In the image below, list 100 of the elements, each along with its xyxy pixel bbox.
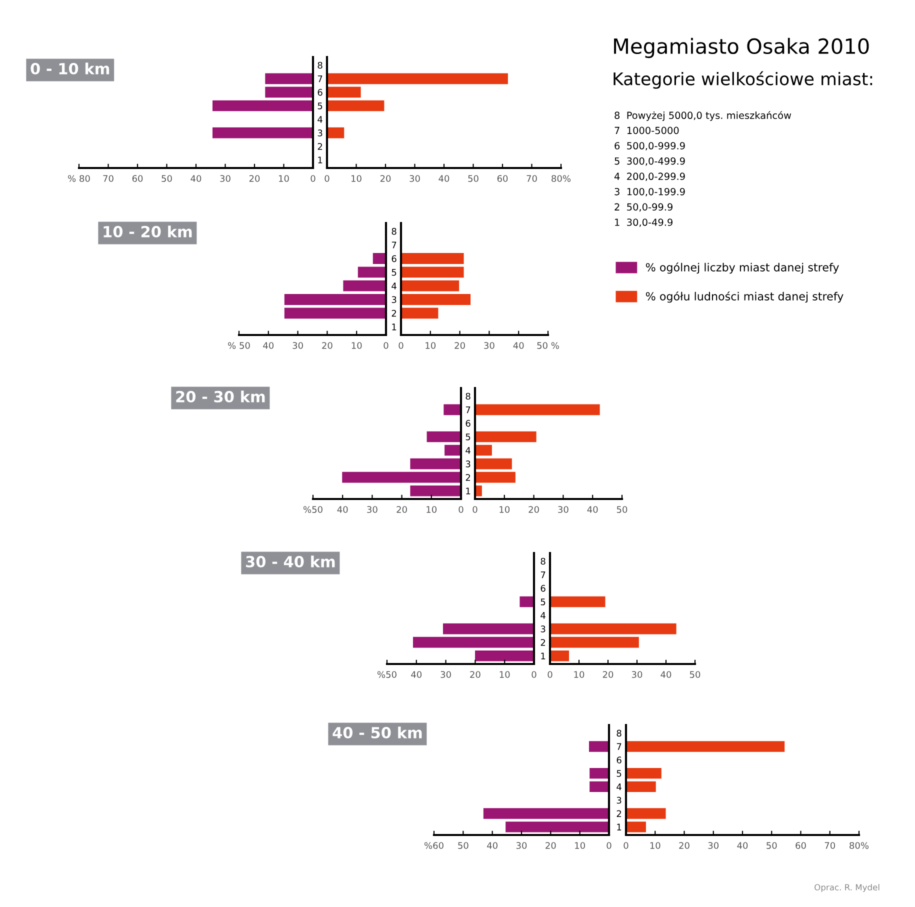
bar	[327, 126, 345, 140]
x-tick-label: 10	[352, 342, 362, 349]
y-tick-label: 5	[318, 102, 322, 110]
text: 2 50,0-99.9	[614, 203, 672, 212]
x-tick-label: 40	[513, 342, 524, 349]
x-tick-label: 70	[103, 175, 114, 182]
x-tick-label: 50	[162, 175, 172, 182]
y-tick-label: 4	[540, 612, 546, 619]
x-tick-label: 10	[279, 175, 289, 182]
chart-title: 10 - 20 km	[104, 226, 192, 238]
y-tick-label: 7	[466, 406, 470, 414]
y-tick-label: 7	[540, 572, 546, 578]
x-tick-label: 70	[824, 842, 836, 849]
x-tick-label: 70	[526, 175, 537, 182]
x-tick-label: 80%	[850, 842, 869, 849]
y-tick-label: 6	[318, 88, 322, 96]
y-tick-label: 8	[392, 228, 396, 235]
x-tick-label: 30	[440, 671, 451, 678]
bar	[550, 595, 606, 608]
bar	[475, 403, 601, 416]
x-tick-label: 40	[337, 506, 348, 513]
x-tick-label: 50	[458, 842, 468, 849]
x-tick-label: %50	[303, 506, 322, 513]
x-tick-label: 30	[558, 506, 568, 513]
x-tick-label: 80%	[552, 175, 571, 182]
x-tick-label: 40	[438, 175, 450, 182]
x-tick-label: %60	[424, 842, 444, 849]
x-tick-label: 10	[575, 842, 585, 849]
y-tick-label: 1	[466, 488, 470, 494]
x-tick-label: 10	[574, 671, 584, 678]
x-tick-label: 10	[500, 671, 510, 678]
y-tick-label: 5	[392, 269, 396, 276]
y-tick-label: 2	[466, 474, 470, 481]
bar	[442, 403, 461, 416]
x-tick-label: 40	[737, 842, 748, 849]
x-tick-label: 30	[220, 175, 230, 182]
x-tick-label: 60	[497, 175, 508, 182]
y-tick-label: 7	[392, 242, 396, 248]
x-tick-label: 0	[398, 342, 404, 349]
x-tick-label: 30	[292, 342, 303, 349]
legend-label: % ogółu ludności miast danej strefy	[646, 291, 844, 303]
text: Oprac. R. Mydel	[814, 884, 880, 892]
x-tick-label: 30	[632, 671, 642, 678]
x-tick-label: 20	[528, 506, 539, 513]
y-tick-label: 3	[392, 296, 396, 304]
x-tick-label: 40	[587, 506, 598, 513]
x-tick-label: 20	[249, 175, 260, 182]
y-tick-label: 8	[318, 62, 322, 69]
y-tick-label: 5	[540, 598, 546, 606]
x-tick-label: 20	[679, 842, 690, 849]
x-tick-label: 40	[487, 842, 498, 849]
y-tick-label: 6	[392, 255, 396, 262]
y-tick-label: 1	[318, 156, 322, 164]
x-tick-label: 60	[132, 175, 143, 182]
x-tick-label: 50	[616, 506, 628, 513]
x-tick-label: 30	[708, 842, 719, 849]
x-tick-label: 0	[310, 175, 316, 182]
text: Megamiasto Osaka 2010	[614, 38, 869, 58]
x-tick-label: 50	[766, 842, 777, 849]
x-tick-label: 30	[516, 842, 527, 849]
y-tick-label: 4	[466, 447, 470, 454]
y-tick-label: 4	[318, 116, 322, 123]
y-tick-label: 2	[540, 639, 546, 646]
y-tick-label: 1	[617, 824, 622, 830]
x-tick-label: 10	[426, 342, 436, 349]
x-tick-label: 10	[352, 175, 362, 182]
text: 8 Powyżej 5000,0 tys. mieszkańców	[614, 111, 792, 121]
x-tick-label: 0	[324, 175, 330, 182]
y-tick-label: 2	[392, 310, 396, 317]
x-tick-label: 10	[650, 842, 660, 849]
x-tick-label: 30	[410, 175, 420, 182]
x-tick-label: 50	[468, 175, 478, 182]
text: Kategorie wielkościowe miast:	[614, 71, 872, 89]
x-tick-label: 20	[546, 842, 556, 849]
x-tick-label: 30	[367, 506, 378, 513]
x-tick-label: 40	[190, 175, 202, 182]
x-tick-label: 0	[606, 842, 612, 849]
x-tick-label: 0	[532, 671, 536, 678]
y-tick-label: 3	[616, 796, 622, 804]
y-tick-label: 6	[466, 420, 470, 427]
y-tick-label: 7	[318, 76, 322, 82]
x-tick-label: 20	[470, 671, 480, 678]
x-tick-label: 0	[548, 671, 552, 678]
text: 3 100,0-199.9	[614, 188, 685, 196]
x-tick-label: 10	[426, 506, 437, 513]
x-tick-label: % 50	[228, 342, 250, 349]
text: 5 300,0-499.9	[614, 157, 685, 166]
y-tick-label: 6	[540, 584, 546, 592]
x-tick-label: 20	[602, 671, 614, 678]
y-tick-label: 7	[616, 743, 622, 750]
x-tick-label: 0	[472, 506, 478, 513]
y-tick-label: 8	[616, 730, 622, 737]
x-tick-label: 50 %	[537, 342, 559, 349]
y-tick-label: 2	[318, 143, 322, 150]
text: 4 200,0-299.9	[614, 172, 685, 182]
y-tick-label: 4	[616, 784, 622, 790]
x-tick-label: 0	[458, 506, 464, 513]
x-tick-label: % 80	[68, 175, 90, 182]
x-tick-label: %50	[377, 671, 396, 678]
x-tick-label: 30	[484, 342, 494, 349]
